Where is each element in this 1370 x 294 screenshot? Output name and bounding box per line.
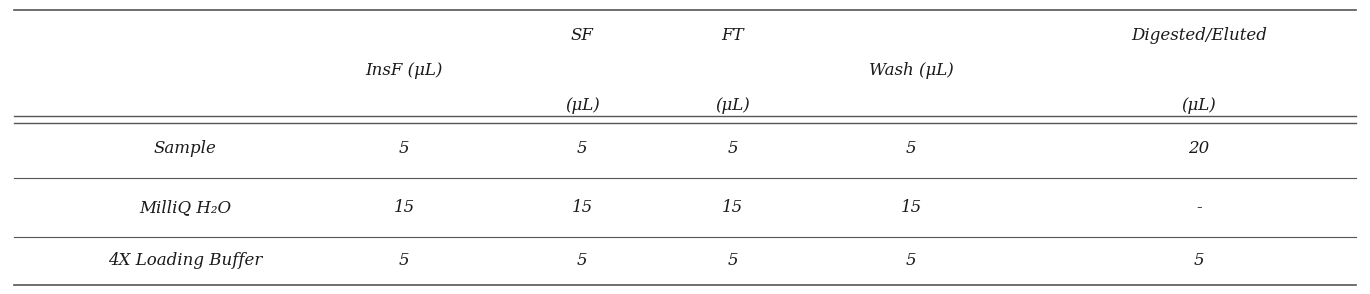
- Text: Sample: Sample: [153, 140, 216, 157]
- Text: 4X Loading Buffer: 4X Loading Buffer: [108, 253, 262, 269]
- Text: InsF (μL): InsF (μL): [366, 62, 443, 79]
- Text: 15: 15: [393, 199, 415, 216]
- Text: 5: 5: [399, 140, 410, 157]
- Text: FT: FT: [722, 27, 744, 44]
- Text: (μL): (μL): [715, 97, 751, 114]
- Text: 15: 15: [900, 199, 922, 216]
- Text: 5: 5: [1193, 253, 1204, 269]
- Text: (μL): (μL): [1181, 97, 1217, 114]
- Text: Wash (μL): Wash (μL): [869, 62, 954, 79]
- Text: 5: 5: [727, 140, 738, 157]
- Text: 5: 5: [727, 253, 738, 269]
- Text: MilliQ H₂O: MilliQ H₂O: [138, 199, 232, 216]
- Text: (μL): (μL): [564, 97, 600, 114]
- Text: 20: 20: [1188, 140, 1210, 157]
- Text: 5: 5: [577, 253, 588, 269]
- Text: 5: 5: [906, 140, 917, 157]
- Text: Digested/Eluted: Digested/Eluted: [1130, 27, 1267, 44]
- Text: 5: 5: [577, 140, 588, 157]
- Text: 5: 5: [906, 253, 917, 269]
- Text: 15: 15: [722, 199, 744, 216]
- Text: 15: 15: [571, 199, 593, 216]
- Text: -: -: [1196, 199, 1201, 216]
- Text: 5: 5: [399, 253, 410, 269]
- Text: SF: SF: [571, 27, 593, 44]
